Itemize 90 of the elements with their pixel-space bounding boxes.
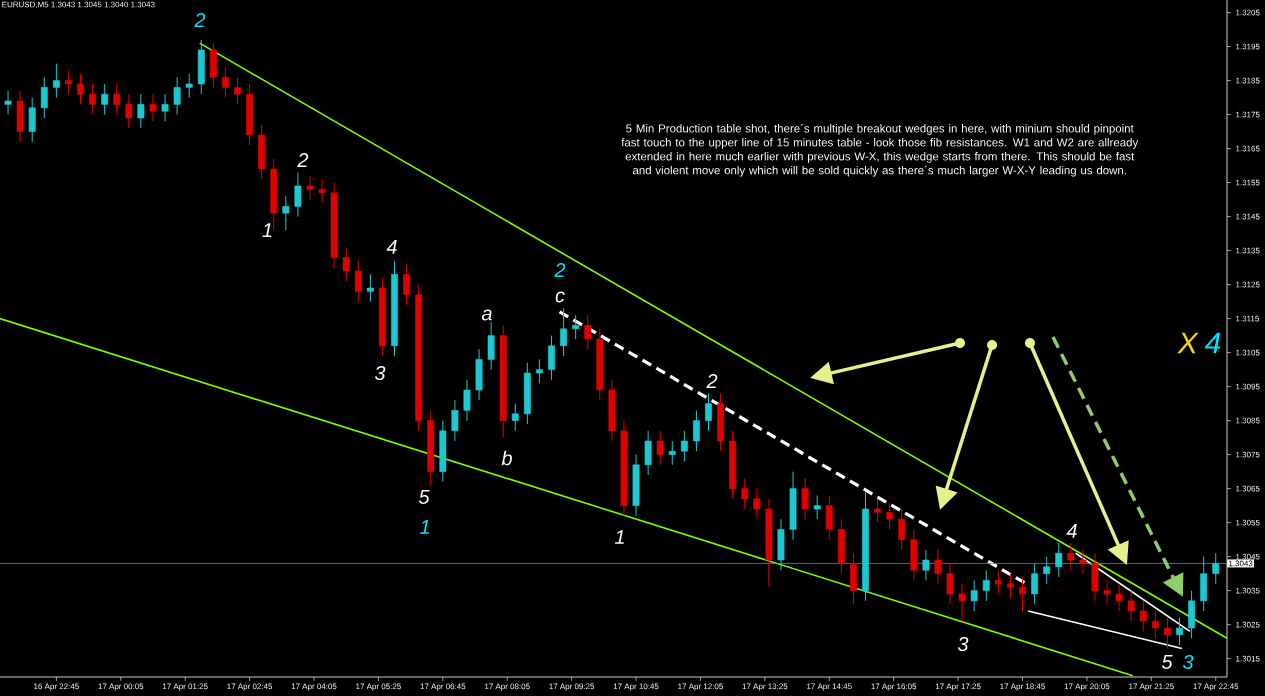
candlestick [813, 494, 821, 520]
candlestick [1139, 600, 1147, 632]
candlestick [282, 195, 290, 231]
annotation: 2 [554, 263, 566, 277]
candlestick [65, 69, 72, 95]
candlestick [113, 83, 121, 116]
candlestick [560, 307, 568, 357]
candlestick [1163, 617, 1171, 649]
candlestick [668, 440, 676, 466]
candlestick [1151, 610, 1159, 639]
annotation: 1 [420, 520, 429, 534]
annotation: 4 [1066, 524, 1077, 538]
annotation: 1 [614, 530, 624, 544]
annotation: 1 [262, 223, 272, 238]
candlestick [173, 76, 181, 116]
candlestick [886, 501, 894, 530]
candlestick [1019, 576, 1026, 612]
candlestick [354, 260, 362, 303]
candlestick [1067, 542, 1075, 571]
candlestick [548, 335, 555, 381]
candlestick [294, 171, 302, 218]
candlestick [656, 430, 664, 466]
candlestick [1212, 552, 1220, 585]
candlestick [572, 314, 580, 340]
candlestick [28, 97, 36, 143]
candlestick [342, 246, 350, 282]
candlestick [511, 403, 519, 432]
annotation: 4 [386, 240, 397, 254]
annotation: 5 Min Production table shot, there´s multiple breakout wedges in here, with minium should pinpoint fast touch to the upper line of 15 minutes table - look those fib resistances. W1 and W2 are allready extended in here much earlier with previous W-X, this wedge starts from there. This should be fast and violent move only which will be sold quickly as there´s much larger W-X-Y leading us down. [621, 123, 1139, 177]
candlestick [1127, 590, 1135, 622]
candlestick [451, 399, 459, 442]
candlestick [101, 83, 109, 116]
candlestick [149, 93, 157, 122]
candlestick [874, 498, 882, 524]
candlestick [40, 76, 48, 119]
candlestick [1115, 583, 1123, 612]
annotation: 2 [706, 374, 718, 388]
candlestick [982, 569, 990, 602]
candlestick [1055, 542, 1063, 578]
candlestick [994, 569, 1002, 595]
candlestick [366, 273, 374, 303]
candlestick [958, 583, 966, 622]
candlestick [692, 409, 700, 452]
candlestick [1176, 617, 1183, 646]
annotation: 3 [1182, 654, 1194, 670]
candlestick [4, 90, 12, 116]
candlestick [825, 494, 833, 541]
annotation: X [1177, 332, 1199, 354]
candlestick [185, 73, 193, 99]
candlestick [318, 178, 326, 204]
candlestick [487, 321, 495, 371]
candlestick [1079, 549, 1087, 575]
annotation: c [555, 291, 565, 303]
candlestick [137, 93, 145, 129]
candlestick [403, 263, 411, 306]
candlestick [221, 66, 229, 99]
candlestick [77, 73, 84, 105]
candlestick [1031, 562, 1039, 605]
candlestick [234, 76, 241, 105]
candlestick [644, 430, 652, 476]
annotation: a [481, 309, 492, 321]
candlestick [934, 549, 942, 585]
candlestick [89, 83, 97, 116]
annotation: 2 [194, 13, 206, 27]
candlestick [753, 488, 761, 520]
annotation: b [501, 450, 512, 466]
candlestick [535, 358, 543, 384]
candlestick [1006, 573, 1014, 598]
candlestick [680, 430, 688, 462]
candlestick [161, 93, 169, 122]
candlestick [125, 93, 133, 129]
candlestick [898, 508, 906, 551]
annotation: 2 [297, 153, 309, 167]
candlestick [705, 392, 712, 432]
candlestick [801, 477, 809, 520]
candlestick [1103, 579, 1111, 605]
candlestick [463, 379, 471, 422]
candlestick [946, 562, 954, 605]
candlestick [52, 63, 60, 99]
candlestick [970, 579, 978, 612]
annotation: 5 [1161, 655, 1173, 669]
candlestick [922, 549, 930, 581]
candlestick [1043, 556, 1051, 585]
annotation: 3 [957, 636, 969, 652]
annotation: 3 [374, 365, 386, 381]
candlestick [306, 175, 314, 201]
candlestick [741, 477, 749, 510]
annotation: 4 [1204, 332, 1221, 354]
annotation: 5 [418, 490, 430, 504]
candlestick [584, 314, 592, 350]
